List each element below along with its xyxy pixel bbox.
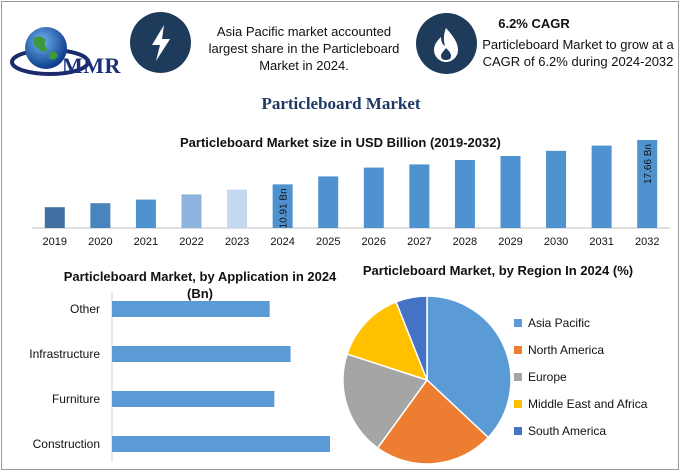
bar-construction	[112, 436, 330, 452]
application-chart-title: Particleboard Market, by Application in …	[63, 269, 337, 301]
x-tick-2023: 2023	[225, 236, 249, 248]
data-label-2032: 17.66 Bn	[643, 144, 654, 184]
x-tick-2025: 2025	[316, 236, 340, 248]
info-text-2: Particleboard Market to grow at a CAGR o…	[482, 37, 674, 69]
application-bar-chart: Other Infrastructure Furniture Construction	[29, 292, 330, 462]
logo-text: MMR	[62, 53, 121, 78]
info-circle-1	[130, 12, 191, 73]
legend-swatch	[514, 346, 522, 354]
bar-2020	[90, 203, 111, 228]
globe-icon	[10, 27, 90, 76]
region-pie-chart	[342, 295, 512, 465]
y-tick-furniture: Furniture	[52, 392, 100, 406]
lightning-bolt-icon	[152, 25, 170, 61]
bar-2032	[637, 140, 658, 228]
x-tick-2020: 2020	[88, 236, 112, 248]
legend-item-asia-pacific: Asia Pacific	[514, 316, 590, 330]
legend-label: North America	[528, 343, 605, 357]
x-tick-2026: 2026	[362, 236, 386, 248]
legend-swatch	[514, 427, 522, 435]
info-text-1: Asia Pacific market accounted largest sh…	[208, 24, 400, 73]
bar-2030	[546, 150, 567, 228]
x-tick-2019: 2019	[43, 236, 67, 248]
legend-item-north-america: North America	[514, 343, 604, 357]
x-tick-2030: 2030	[544, 236, 568, 248]
legend-label: Asia Pacific	[528, 316, 591, 330]
bar-2025	[318, 176, 339, 228]
legend-label: Europe	[528, 370, 567, 384]
x-tick-2024: 2024	[270, 236, 294, 248]
pie-slice-europe	[342, 353, 429, 450]
legend-item-south-america: South America	[514, 424, 606, 438]
legend-item-europe: Europe	[514, 370, 567, 384]
bar-furniture	[112, 391, 275, 407]
legend-item-middle-east-and-africa: Middle East and Africa	[514, 397, 647, 411]
market-size-chart-title: Particleboard Market size in USD Billion…	[180, 135, 501, 150]
pie-slice-north-america	[376, 378, 490, 465]
info-circle-2	[416, 13, 477, 74]
legend-swatch	[514, 319, 522, 327]
region-chart-title: Particleboard Market, by Region In 2024 …	[362, 263, 634, 278]
legend-label: Middle East and Africa	[528, 397, 648, 411]
x-tick-2022: 2022	[179, 236, 203, 248]
x-tick-2021: 2021	[134, 236, 158, 248]
x-tick-2027: 2027	[407, 236, 431, 248]
bar-2029	[500, 156, 521, 228]
bar-2031	[591, 145, 612, 228]
legend-label: South America	[528, 424, 607, 438]
cagr-title: 6.2% CAGR	[498, 16, 570, 31]
data-label-2024: 10.91 Bn	[279, 188, 290, 228]
main-title: Particleboard Market	[261, 94, 421, 113]
bar-other	[112, 301, 270, 317]
y-tick-infrastructure: Infrastructure	[29, 347, 100, 361]
pie-slice-middle-east-and-africa	[346, 300, 429, 382]
flame-icon	[434, 28, 458, 62]
x-tick-2031: 2031	[589, 236, 613, 248]
bar-2023	[227, 189, 248, 228]
bar-2026	[363, 167, 384, 228]
legend-swatch	[514, 400, 522, 408]
y-tick-other: Other	[70, 302, 100, 316]
bar-2024	[272, 184, 293, 228]
bar-2027	[409, 164, 430, 228]
bar-2019	[44, 207, 65, 228]
x-tick-2029: 2029	[498, 236, 522, 248]
market-size-bar-chart: 2019 2020 2021 2022 2023 2024 10.91 Bn 2025 2026…	[32, 140, 670, 248]
x-tick-2028: 2028	[453, 236, 477, 248]
bar-2022	[181, 194, 202, 228]
pie-slice-asia-pacific	[426, 295, 512, 439]
bar-infrastructure	[112, 346, 291, 362]
bar-2028	[454, 160, 475, 228]
legend-swatch	[514, 373, 522, 381]
y-tick-construction: Construction	[33, 437, 100, 451]
pie-slice-south-america	[395, 295, 428, 381]
bar-2021	[135, 199, 156, 228]
mmr-logo: MMR	[8, 22, 126, 80]
x-tick-2032: 2032	[635, 236, 659, 248]
